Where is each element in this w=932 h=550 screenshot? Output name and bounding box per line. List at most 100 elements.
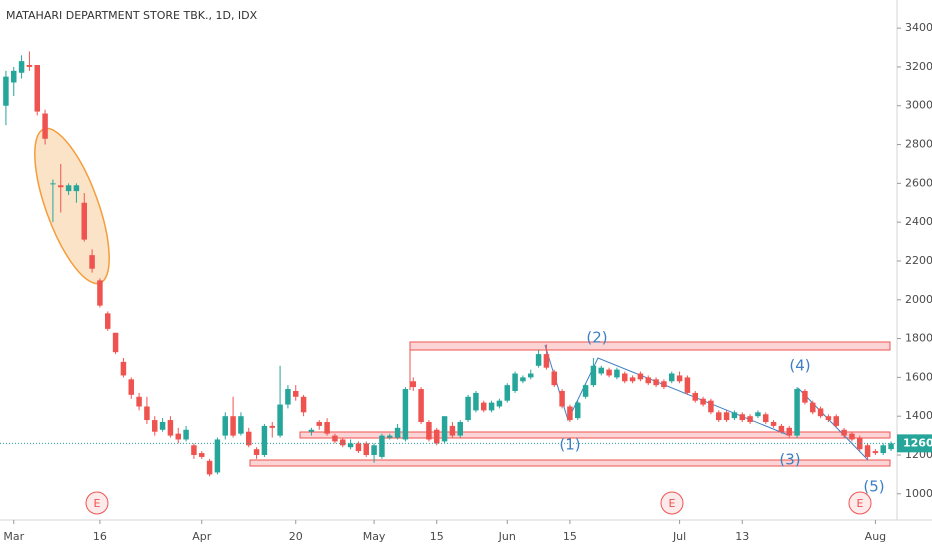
wave-label: (2) [586, 329, 607, 347]
candle-body [379, 435, 385, 457]
candle-body [543, 354, 550, 368]
candle-body [810, 402, 816, 413]
candle-body [794, 389, 800, 436]
candle-body [669, 373, 675, 382]
candle-body [199, 453, 205, 457]
candle-body [222, 416, 228, 436]
x-tick-label: 15 [563, 530, 577, 543]
x-tick-label: Jul [672, 530, 686, 543]
event-marker [848, 491, 872, 515]
candle-body [504, 385, 510, 401]
candle-body [551, 371, 557, 386]
candle-body [144, 406, 150, 421]
candle-body [332, 435, 338, 442]
y-tick-label: 3400 [905, 21, 932, 34]
candle-body [512, 373, 518, 391]
candle-body [473, 392, 479, 411]
candle-body [590, 365, 597, 386]
candle-body [481, 402, 487, 411]
candle-body [614, 369, 620, 378]
candle-body [50, 183, 56, 185]
candle-body [246, 431, 252, 446]
candle-body [747, 416, 753, 423]
wave-label: (4) [789, 357, 810, 375]
candle-body [637, 373, 644, 380]
candle-body [723, 412, 730, 421]
y-tick-label: 1800 [905, 332, 932, 345]
event-label: E [669, 497, 676, 510]
candle-body [496, 400, 503, 407]
candle-body [402, 389, 409, 440]
candle-body [622, 373, 628, 382]
candle-body [888, 443, 894, 450]
candle-body [708, 400, 714, 413]
candle-body [73, 185, 80, 192]
candle-body [457, 422, 463, 436]
candle-body [152, 420, 158, 432]
candle-body [42, 113, 48, 139]
candle-body [371, 445, 377, 455]
candle-body [347, 443, 354, 448]
candle-body [105, 313, 111, 329]
wave-label: (1) [559, 436, 580, 454]
candle-body [18, 61, 25, 73]
support-zone [249, 459, 891, 467]
x-tick-label: Jun [498, 530, 516, 543]
candle-body [629, 377, 636, 382]
candle-body [11, 70, 17, 83]
event-marker [660, 491, 684, 515]
candle-body [449, 425, 456, 436]
candle-body [214, 439, 221, 473]
candle-body [175, 433, 181, 440]
candle-body [778, 425, 785, 432]
candle-body [394, 427, 401, 438]
candle-body [65, 185, 72, 192]
candle-body [465, 396, 471, 421]
candle-body [112, 332, 119, 353]
candle-body [598, 367, 604, 374]
candle-body [159, 422, 166, 430]
candle-body [410, 381, 416, 388]
candle-body [770, 422, 777, 426]
y-tick-label: 2400 [905, 215, 932, 228]
candle-body [676, 375, 683, 382]
candle-body [324, 422, 330, 434]
y-tick-label: 3000 [905, 99, 932, 112]
candle-body [700, 398, 706, 405]
candle-body [230, 416, 236, 436]
candle-body [26, 65, 33, 67]
candle-body [418, 389, 424, 423]
candle-body [128, 379, 134, 395]
candle-body [340, 439, 346, 446]
y-tick-label: 3200 [905, 60, 932, 73]
candle-body [363, 443, 369, 455]
candle-body [739, 414, 745, 421]
candle-body [849, 433, 855, 440]
candle-body [520, 377, 526, 382]
candle-body [833, 416, 839, 426]
candle-body [136, 396, 142, 407]
candle-body [802, 390, 808, 403]
candle-body [488, 402, 495, 411]
y-tick-label: 1600 [905, 370, 932, 383]
candle-body [58, 185, 64, 188]
event-label: E [857, 497, 864, 510]
candle-body [426, 422, 432, 440]
candle-body [786, 427, 792, 436]
candle-body [34, 65, 40, 112]
event-label: E [94, 497, 101, 510]
candle-body [825, 416, 832, 421]
y-tick-label: 2600 [905, 176, 932, 189]
chart-title: MATAHARI DEPARTMENT STORE TBK., 1D, IDX [6, 9, 258, 22]
wave-line [797, 387, 869, 461]
candle-body [120, 361, 127, 376]
candle-body [653, 379, 659, 386]
candle-body [692, 392, 698, 401]
candle-body [300, 396, 307, 413]
wave-label: (5) [863, 478, 884, 496]
candle-body [763, 414, 769, 423]
candle-body [606, 369, 612, 376]
candle-body [253, 449, 260, 455]
